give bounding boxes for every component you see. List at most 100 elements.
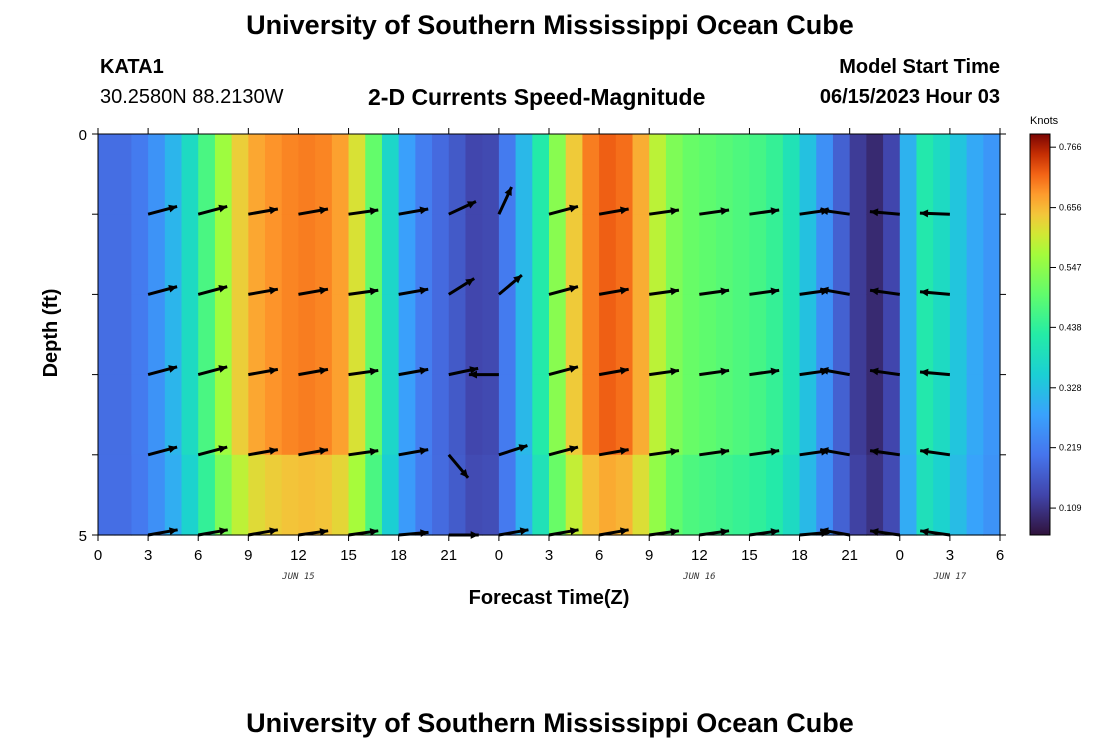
arrow-head (465, 278, 475, 287)
heat-cell (448, 454, 467, 536)
arrow-head (569, 527, 579, 536)
arrow-head (419, 366, 429, 375)
arrow-head (770, 367, 780, 376)
heat-cell (148, 134, 166, 215)
current-arrow (819, 527, 850, 537)
heat-cell (732, 374, 751, 456)
heat-cell (198, 454, 216, 536)
heat-cell (716, 454, 734, 536)
colorbar-tick-label: 0.656 (1059, 203, 1082, 213)
heat-cell (181, 134, 199, 215)
current-arrow (448, 366, 479, 377)
colorbar-tick-label: 0.328 (1059, 383, 1082, 393)
heat-cell (248, 214, 266, 295)
heat-cell (498, 134, 517, 215)
y-axis-title: Depth (ft) (40, 289, 62, 378)
arrow-head (820, 527, 829, 536)
heat-cell (949, 294, 968, 376)
heat-cell (298, 454, 316, 536)
heat-cell (883, 214, 901, 295)
heat-cell (365, 294, 383, 376)
heat-cell (933, 214, 951, 295)
heat-cell (348, 454, 366, 536)
heat-cell (916, 374, 934, 456)
heat-cell (649, 294, 667, 376)
arrow-head (369, 207, 379, 216)
heat-cell (348, 294, 366, 376)
current-arrow (398, 206, 429, 216)
heat-cell (465, 134, 483, 215)
current-arrow (699, 287, 730, 296)
arrow-head (168, 365, 178, 373)
arrow-head (770, 287, 780, 296)
current-arrow (197, 365, 228, 377)
current-arrow (248, 527, 279, 537)
current-arrow (749, 287, 780, 296)
x-tick-label: 21 (841, 547, 858, 564)
arrow-head (319, 447, 328, 455)
current-arrow (649, 207, 680, 216)
heatmap-cells (98, 134, 1001, 536)
heat-cell (665, 454, 684, 536)
current-arrow (147, 527, 178, 537)
arrow-head (269, 206, 278, 215)
heat-cell (432, 454, 450, 536)
heat-cell (966, 134, 984, 215)
arrow-head (720, 528, 730, 536)
current-arrow (248, 286, 279, 296)
arrow-head (218, 204, 228, 213)
x-tick-label: 0 (495, 547, 503, 564)
heat-cell (615, 374, 634, 456)
station-id: KATA1 (100, 56, 164, 78)
colorbar-tick-label: 0.438 (1059, 322, 1082, 332)
heat-cell (532, 454, 550, 536)
heat-cell (164, 454, 183, 536)
heat-cell (549, 454, 567, 536)
arrow-head (504, 187, 512, 197)
current-arrow (348, 367, 379, 377)
heat-cell (849, 454, 867, 536)
current-arrow (869, 287, 900, 296)
heat-cell (866, 374, 884, 456)
heat-cell (381, 454, 400, 536)
arrow-head (168, 284, 178, 293)
arrow-head (168, 527, 178, 536)
arrow-head (369, 367, 379, 376)
arrow-head (269, 527, 278, 536)
current-arrow (468, 370, 499, 379)
heat-cell (532, 214, 550, 295)
heat-cell (315, 294, 333, 376)
x-tick-label: 9 (645, 547, 653, 564)
heat-cell (983, 294, 1001, 376)
heat-cell (782, 374, 801, 456)
heat-cell (114, 374, 133, 456)
heat-cell (949, 374, 968, 456)
heat-cell (966, 294, 984, 376)
current-arrow (197, 527, 229, 537)
x-tick-label: 6 (996, 547, 1004, 564)
heat-cell (949, 454, 968, 536)
heat-cell (181, 454, 199, 536)
arrow-head (168, 204, 178, 213)
heat-cell (448, 374, 467, 456)
arrow-head (920, 368, 929, 377)
heat-cell (699, 294, 717, 376)
heat-cell (532, 294, 550, 376)
heat-cell (315, 454, 333, 536)
heat-cell (832, 374, 851, 456)
heat-cell (298, 214, 316, 295)
heat-cell (281, 374, 300, 456)
heat-cell (515, 374, 533, 456)
heat-cell (766, 454, 784, 536)
arrow-head (269, 447, 278, 455)
current-arrow (248, 206, 279, 216)
station-coordinates: 30.2580N 88.2130W (100, 86, 284, 108)
heat-cell (565, 134, 584, 215)
heat-cell (315, 374, 333, 456)
heat-cell (331, 294, 350, 376)
heat-cell (599, 454, 617, 536)
arrow-head (619, 366, 629, 375)
heat-cell (265, 134, 283, 215)
heat-cell (231, 294, 249, 376)
